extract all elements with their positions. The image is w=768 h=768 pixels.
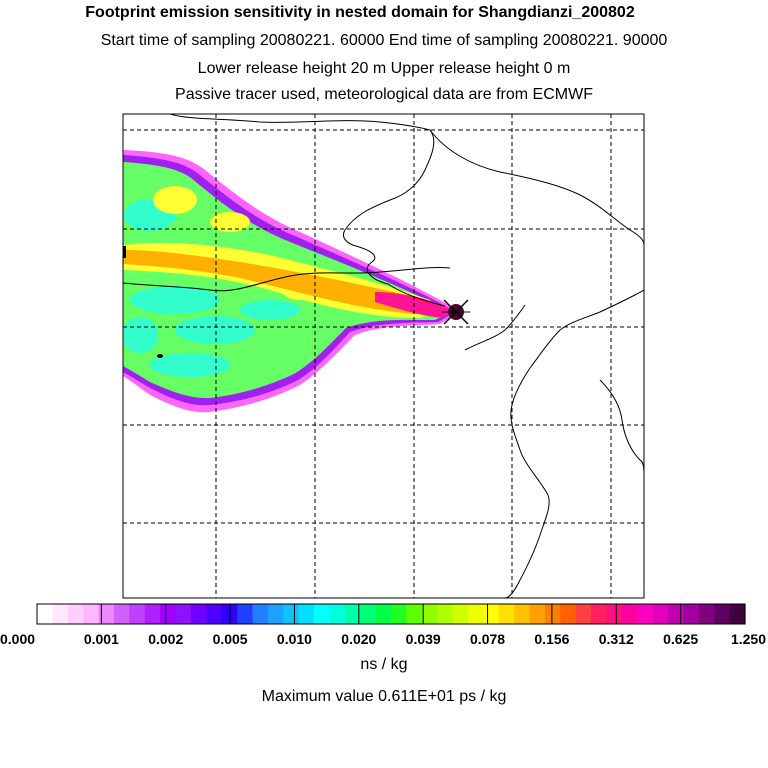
maximum-value: Maximum value 0.611E+01 ps / kg xyxy=(261,688,507,705)
release-heights: Lower release height 20 m Upper release … xyxy=(197,60,571,77)
legend-tick-label: 0.000 xyxy=(0,631,35,647)
legend-tick-label: 0.002 xyxy=(148,631,183,647)
legend-swatch xyxy=(344,604,361,624)
legend-swatch xyxy=(637,604,654,624)
legend-swatch xyxy=(621,604,638,624)
legend-swatch xyxy=(206,604,223,624)
legend-swatch xyxy=(267,604,284,624)
legend-tick-label: 0.001 xyxy=(84,631,119,647)
coastline-bay xyxy=(169,114,446,307)
legend-swatch xyxy=(421,604,438,624)
legend-swatch xyxy=(544,604,561,624)
star-icon xyxy=(442,299,470,325)
legend-tick-label: 0.005 xyxy=(213,631,248,647)
legend-tick-label: 0.312 xyxy=(599,631,634,647)
legend-swatch xyxy=(498,604,515,624)
legend-swatch xyxy=(668,604,685,624)
legend-swatch xyxy=(314,604,331,624)
legend-swatch xyxy=(560,604,577,624)
legend-frame xyxy=(36,603,746,625)
legend-tick-label: 0.625 xyxy=(663,631,698,647)
legend-swatch xyxy=(452,604,469,624)
legend-swatch xyxy=(375,604,392,624)
legend-swatch xyxy=(175,604,192,624)
legend-swatch xyxy=(729,604,746,624)
legend-tick-label: 0.039 xyxy=(406,631,441,647)
legend-tick-label: 0.020 xyxy=(341,631,376,647)
plume-layer xyxy=(123,150,460,413)
legend-swatch xyxy=(67,604,84,624)
coastline-korea xyxy=(504,289,644,598)
legend-swatch xyxy=(406,604,423,624)
legend-unit: ns / kg xyxy=(360,656,408,673)
edge-mark xyxy=(123,246,126,258)
legend-swatch xyxy=(467,604,484,624)
legend-swatches xyxy=(37,604,746,624)
map-title: Footprint emission sensitivity in nested… xyxy=(85,4,635,21)
legend-swatch xyxy=(160,604,177,624)
legend-swatch xyxy=(437,604,454,624)
legend-swatch xyxy=(575,604,592,624)
legend-tick-labels: 0.000 0.001 0.002 0.005 0.010 0.020 0.039 0.078… xyxy=(0,631,766,647)
legend-swatch xyxy=(98,604,115,624)
legend-swatch xyxy=(144,604,161,624)
lat-lon-grid xyxy=(123,114,644,598)
legend-tick-label: 0.010 xyxy=(277,631,312,647)
legend-swatch xyxy=(52,604,69,624)
legend-swatch xyxy=(483,604,500,624)
legend-swatch xyxy=(329,604,346,624)
legend-swatch xyxy=(714,604,731,624)
legend-tick-label: 0.156 xyxy=(534,631,569,647)
legend-swatch xyxy=(298,604,315,624)
legend-swatch xyxy=(283,604,300,624)
legend-tick-label: 1.250 xyxy=(731,631,766,647)
legend-swatch xyxy=(37,604,53,624)
legend-swatch xyxy=(698,604,715,624)
city-mark xyxy=(157,354,163,358)
sampling-times: Start time of sampling 20080221. 60000 E… xyxy=(100,32,668,49)
legend-tick-label: 0.078 xyxy=(470,631,505,647)
map-frame xyxy=(122,113,645,599)
tracer-info: Passive tracer used, meteorological data… xyxy=(175,86,593,103)
legend-dividers xyxy=(100,604,682,624)
plume-orange-core xyxy=(123,250,440,314)
legend-swatch xyxy=(113,604,130,624)
legend-swatch xyxy=(514,604,531,624)
legend-swatch xyxy=(652,604,669,624)
border-line xyxy=(123,266,451,292)
legend-swatch xyxy=(190,604,207,624)
legend-swatch xyxy=(83,604,100,624)
legend-swatch xyxy=(360,604,377,624)
legend-swatch xyxy=(591,604,608,624)
legend-swatch xyxy=(391,604,407,624)
legend-swatch xyxy=(129,604,146,624)
legend-swatch xyxy=(683,604,700,624)
legend-swatch xyxy=(252,604,269,624)
legend-swatch xyxy=(606,604,623,624)
legend-swatch xyxy=(237,604,254,624)
legend-swatch xyxy=(529,604,546,624)
coastline-yellow-sea xyxy=(464,304,526,351)
coastline-peninsula xyxy=(429,129,644,246)
